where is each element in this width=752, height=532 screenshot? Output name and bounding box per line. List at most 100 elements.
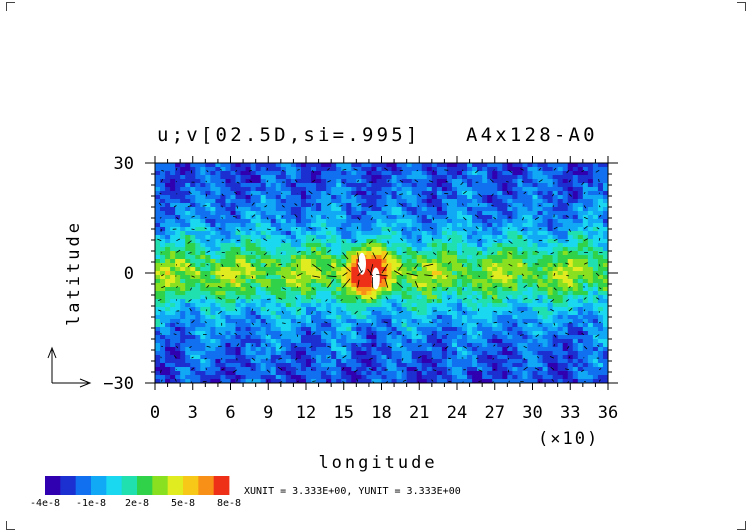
field-cell bbox=[467, 199, 473, 204]
field-cell bbox=[300, 247, 307, 252]
field-cell bbox=[391, 315, 398, 320]
field-cell bbox=[250, 171, 257, 176]
field-cell bbox=[487, 163, 493, 168]
field-cell bbox=[421, 275, 428, 280]
field-cell bbox=[436, 287, 443, 292]
field-cell bbox=[210, 207, 216, 212]
field-cell bbox=[527, 207, 534, 212]
field-cell bbox=[532, 255, 539, 260]
field-cell bbox=[517, 359, 524, 364]
field-cell bbox=[316, 243, 322, 248]
field-cell bbox=[376, 343, 383, 348]
field-cell bbox=[391, 271, 398, 276]
field-cell bbox=[482, 175, 488, 180]
field-cell bbox=[597, 187, 604, 192]
field-cell bbox=[562, 163, 569, 168]
field-cell bbox=[175, 283, 181, 288]
field-cell bbox=[492, 251, 498, 256]
field-cell bbox=[572, 255, 579, 260]
field-cell bbox=[472, 211, 478, 216]
field-cell bbox=[462, 223, 468, 228]
field-cell bbox=[215, 363, 222, 368]
field-cell bbox=[205, 331, 211, 336]
field-cell bbox=[472, 187, 478, 192]
field-cell bbox=[180, 227, 186, 232]
field-cell bbox=[190, 371, 196, 376]
field-cell bbox=[457, 315, 463, 320]
field-cell bbox=[245, 327, 252, 332]
field-cell bbox=[507, 219, 513, 224]
field-cell bbox=[396, 355, 403, 360]
field-cell bbox=[240, 271, 247, 276]
field-cell bbox=[250, 263, 257, 268]
field-cell bbox=[542, 235, 549, 240]
field-cell bbox=[300, 367, 307, 372]
field-cell bbox=[582, 327, 589, 332]
field-cell bbox=[597, 303, 604, 308]
field-cell bbox=[160, 227, 166, 232]
field-cell bbox=[160, 323, 166, 328]
field-cell bbox=[552, 283, 559, 288]
field-cell bbox=[562, 187, 569, 192]
field-cell bbox=[542, 375, 549, 380]
field-cell bbox=[416, 171, 423, 176]
field-cell bbox=[306, 199, 312, 204]
field-cell bbox=[160, 187, 166, 192]
field-cell bbox=[285, 223, 292, 228]
field-cell bbox=[265, 339, 272, 344]
field-cell bbox=[512, 171, 518, 176]
field-cell bbox=[421, 179, 428, 184]
field-cell bbox=[376, 203, 383, 208]
field-cell bbox=[290, 339, 297, 344]
field-cell bbox=[547, 331, 554, 336]
field-cell bbox=[180, 279, 186, 284]
field-cell bbox=[562, 227, 569, 232]
field-cell bbox=[371, 223, 378, 228]
field-cell bbox=[215, 191, 222, 196]
field-cell bbox=[275, 303, 282, 308]
field-cell bbox=[527, 323, 534, 328]
field-cell bbox=[577, 347, 584, 352]
field-cell bbox=[582, 187, 589, 192]
field-cell bbox=[512, 215, 518, 220]
field-cell bbox=[185, 247, 191, 252]
field-cell bbox=[356, 275, 362, 280]
field-cell bbox=[270, 343, 277, 348]
field-cell bbox=[532, 359, 539, 364]
field-cell bbox=[517, 267, 524, 272]
field-cell bbox=[537, 231, 544, 236]
field-cell bbox=[306, 243, 312, 248]
field-cell bbox=[326, 219, 332, 224]
field-cell bbox=[295, 187, 302, 192]
field-cell bbox=[602, 271, 608, 276]
field-cell bbox=[230, 355, 237, 360]
field-cell bbox=[195, 275, 201, 280]
field-cell bbox=[597, 167, 604, 172]
field-cell bbox=[250, 363, 257, 368]
field-cell bbox=[341, 215, 347, 220]
field-cell bbox=[557, 367, 564, 372]
field-cell bbox=[512, 299, 518, 304]
field-cell bbox=[512, 351, 518, 356]
field-cell bbox=[306, 291, 312, 296]
field-cell bbox=[321, 219, 327, 224]
field-cell bbox=[306, 251, 312, 256]
field-cell bbox=[477, 187, 483, 192]
field-cell bbox=[275, 307, 282, 312]
field-cell bbox=[572, 331, 579, 336]
field-cell bbox=[245, 247, 252, 252]
field-cell bbox=[260, 235, 267, 240]
field-cell bbox=[220, 187, 227, 192]
field-cell bbox=[446, 267, 453, 272]
field-cell bbox=[351, 287, 357, 292]
field-cell bbox=[462, 311, 468, 316]
field-cell bbox=[567, 195, 574, 200]
field-cell bbox=[346, 351, 352, 356]
field-cell bbox=[441, 223, 448, 228]
field-cell bbox=[235, 267, 242, 272]
field-cell bbox=[492, 291, 498, 296]
field-cell bbox=[421, 311, 428, 316]
field-cell bbox=[446, 215, 453, 220]
field-cell bbox=[457, 239, 463, 244]
field-cell bbox=[396, 275, 403, 280]
